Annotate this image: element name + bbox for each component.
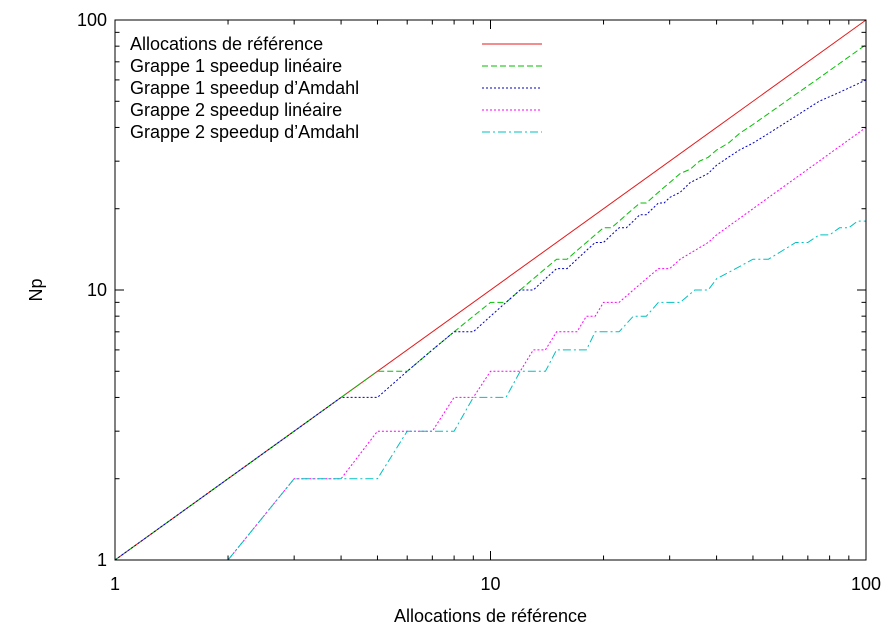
x-tick-label: 10 — [480, 574, 500, 594]
y-axis-title: Np — [26, 278, 46, 301]
series-line-4 — [227, 126, 867, 561]
x-tick-label: 1 — [110, 574, 120, 594]
legend-label-1: Allocations de référence — [130, 34, 323, 54]
series-line-5 — [227, 220, 866, 561]
y-tick-label: 100 — [77, 10, 107, 30]
x-tick-label: 100 — [851, 574, 881, 594]
series-line-3 — [114, 79, 867, 561]
series-line-2 — [114, 44, 867, 561]
ticks-layer: 1 10 100 1 10 100 — [77, 10, 881, 594]
y-tick-label: 1 — [97, 550, 107, 570]
legend-label-4: Grappe 2 speedup linéaire — [130, 100, 342, 120]
series-layer — [114, 19, 867, 561]
y-tick-label: 10 — [87, 280, 107, 300]
legend-label-2: Grappe 1 speedup linéaire — [130, 56, 342, 76]
legend-label-5: Grappe 2 speedup d’Amdahl — [130, 122, 359, 142]
legend-label-3: Grappe 1 speedup d’Amdahl — [130, 78, 359, 98]
x-axis-title: Allocations de référence — [394, 606, 587, 626]
